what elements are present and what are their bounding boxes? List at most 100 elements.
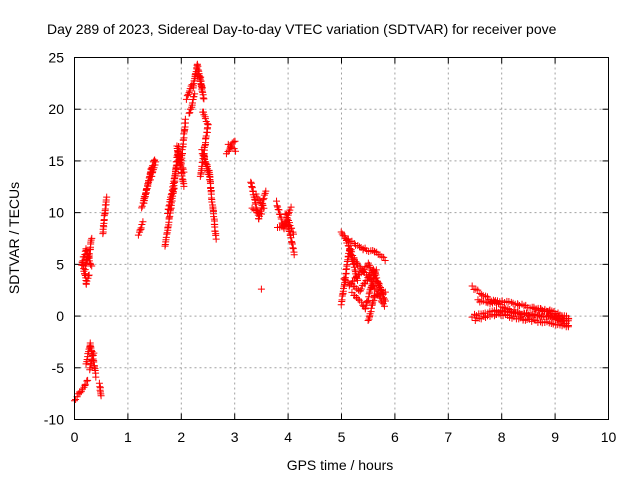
data-point bbox=[369, 279, 377, 287]
data-point bbox=[262, 187, 270, 195]
y-tick-label: -5 bbox=[52, 360, 65, 376]
data-point bbox=[381, 295, 389, 303]
data-point bbox=[212, 235, 220, 243]
data-point bbox=[85, 271, 93, 279]
data-point bbox=[520, 302, 528, 310]
data-point bbox=[289, 230, 297, 238]
y-tick-label: 10 bbox=[48, 205, 64, 221]
data-point bbox=[185, 109, 193, 117]
data-point bbox=[81, 270, 89, 278]
data-point bbox=[288, 239, 296, 247]
data-point bbox=[181, 115, 189, 123]
data-point bbox=[88, 355, 96, 363]
data-point bbox=[564, 323, 572, 331]
data-point bbox=[183, 92, 191, 100]
y-tick-label: 20 bbox=[48, 101, 64, 117]
data-point bbox=[380, 253, 388, 261]
data-point bbox=[248, 204, 256, 212]
data-point bbox=[273, 197, 281, 205]
data-point bbox=[97, 392, 105, 400]
data-point bbox=[187, 105, 195, 113]
data-point bbox=[151, 161, 159, 169]
data-point bbox=[86, 364, 94, 372]
x-tick-label: 1 bbox=[124, 429, 132, 445]
data-point bbox=[357, 269, 365, 277]
data-point bbox=[206, 176, 214, 184]
data-point bbox=[88, 234, 96, 242]
data-point bbox=[369, 298, 377, 306]
data-point bbox=[260, 204, 268, 212]
data-point bbox=[287, 234, 295, 242]
data-point bbox=[347, 251, 355, 259]
data-point bbox=[283, 214, 291, 222]
data-point bbox=[134, 231, 142, 239]
data-point bbox=[284, 209, 292, 217]
chart-title: Day 289 of 2023, Sidereal Day-to-day VTE… bbox=[47, 21, 557, 37]
x-tick-label: 9 bbox=[551, 429, 559, 445]
data-point bbox=[277, 215, 285, 223]
data-point bbox=[188, 81, 196, 89]
data-point bbox=[364, 317, 372, 325]
data-point bbox=[337, 301, 345, 309]
data-point bbox=[287, 203, 295, 211]
data-point bbox=[254, 208, 262, 216]
data-point bbox=[152, 158, 160, 166]
x-tick-label: 10 bbox=[601, 429, 617, 445]
x-tick-label: 2 bbox=[177, 429, 185, 445]
data-point bbox=[492, 311, 500, 319]
data-point bbox=[142, 186, 150, 194]
grid bbox=[74, 57, 609, 420]
data-point bbox=[84, 376, 92, 384]
data-point bbox=[357, 285, 365, 293]
data-point bbox=[252, 190, 260, 198]
data-point bbox=[565, 315, 573, 323]
data-point bbox=[362, 301, 370, 309]
data-point bbox=[141, 194, 149, 202]
data-point bbox=[351, 274, 359, 282]
x-tick-label: 6 bbox=[391, 429, 399, 445]
data-point bbox=[90, 349, 98, 357]
data-point bbox=[83, 377, 91, 385]
data-point bbox=[184, 90, 192, 98]
data-point bbox=[203, 120, 211, 128]
data-point bbox=[478, 291, 486, 299]
y-tick-labels: -10 -5 0 5 10 15 20 25 bbox=[44, 50, 64, 428]
data-point bbox=[230, 138, 238, 146]
x-tick-label: 5 bbox=[338, 429, 346, 445]
data-point bbox=[364, 276, 372, 284]
y-tick-label: 15 bbox=[48, 153, 64, 169]
data-point bbox=[374, 278, 382, 286]
data-point bbox=[182, 95, 190, 103]
data-point bbox=[350, 277, 358, 285]
data-point bbox=[167, 191, 175, 199]
data-point bbox=[257, 285, 265, 293]
data-point bbox=[361, 305, 369, 313]
x-tick-label: 0 bbox=[71, 429, 79, 445]
data-point bbox=[521, 316, 529, 324]
data-point bbox=[164, 206, 172, 213]
data-point bbox=[252, 200, 260, 208]
x-axis-label: GPS time / hours bbox=[287, 457, 394, 473]
data-point bbox=[289, 245, 297, 253]
data-point bbox=[369, 275, 377, 283]
data-point bbox=[139, 218, 147, 226]
data-point bbox=[472, 285, 480, 293]
data-point bbox=[196, 73, 204, 81]
data-point bbox=[372, 266, 380, 274]
data-point bbox=[165, 214, 173, 222]
plot-frame bbox=[74, 57, 609, 420]
data-point bbox=[468, 282, 476, 290]
data-point bbox=[286, 206, 294, 214]
data-point bbox=[500, 304, 508, 312]
x-tick-label: 7 bbox=[444, 429, 452, 445]
data-point bbox=[288, 224, 296, 232]
data-point bbox=[353, 259, 361, 267]
data-point bbox=[231, 137, 239, 145]
data-point bbox=[381, 256, 389, 264]
data-point bbox=[188, 99, 196, 107]
data-point bbox=[232, 147, 240, 155]
data-point bbox=[507, 298, 515, 306]
x-tick-label: 4 bbox=[284, 429, 292, 445]
data-point bbox=[186, 109, 194, 117]
